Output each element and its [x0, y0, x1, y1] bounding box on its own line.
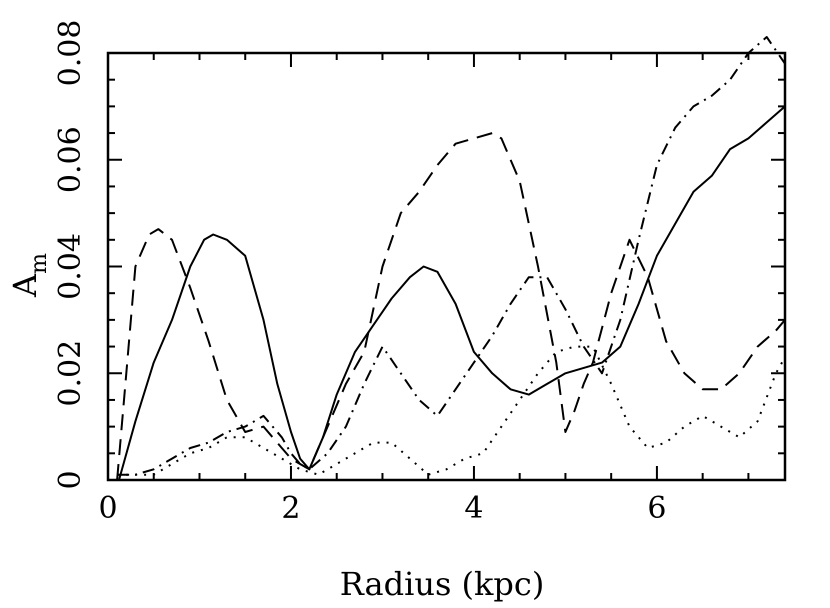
x-tick-label: 0: [98, 491, 117, 526]
y-tick-label-text: 0.08: [53, 20, 88, 87]
y-axis-title-subscript: m: [27, 253, 52, 274]
tick-labels: 0 2 4 6 0 0.02 0.04 0.06 0.08: [53, 20, 666, 526]
y-tick-label: 0: [53, 470, 88, 489]
ticks: [107, 52, 785, 481]
y-tick-label-text: 0: [53, 470, 88, 489]
x-axis-title: Radius (kpc): [340, 565, 545, 603]
series-line-dashed: [116, 132, 786, 481]
y-tick-label-text: 0.06: [53, 126, 88, 193]
series-line-solid: [118, 105, 786, 481]
svg-text:Am: Am: [6, 253, 52, 298]
y-axis-title-main: A: [6, 273, 44, 298]
y-axis-title: Am: [6, 253, 52, 298]
y-tick-label: 0.06: [53, 126, 88, 193]
series-line-dash-dot: [117, 36, 786, 476]
y-tick-label: 0.08: [53, 20, 88, 87]
plot-frame: [106, 51, 787, 482]
y-tick-label: 0.04: [53, 233, 88, 300]
y-tick-label-text: 0.02: [53, 340, 88, 407]
x-tick-label: 2: [281, 491, 300, 526]
y-tick-label: 0.02: [53, 340, 88, 407]
series-group: [116, 36, 786, 481]
x-tick-label: 4: [464, 491, 483, 526]
x-tick-label: 6: [647, 491, 666, 526]
y-tick-label-text: 0.04: [53, 233, 88, 300]
